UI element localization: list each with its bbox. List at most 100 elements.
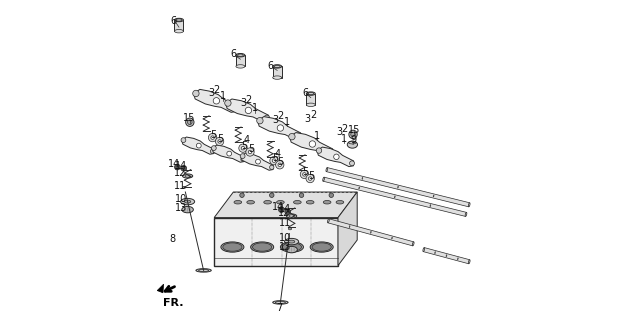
Circle shape [186, 118, 194, 126]
Ellipse shape [336, 200, 344, 204]
Text: 9: 9 [350, 135, 356, 145]
Text: 5: 5 [308, 171, 315, 181]
Ellipse shape [293, 200, 301, 204]
Text: 6: 6 [268, 60, 274, 71]
Text: 15: 15 [347, 124, 360, 135]
Polygon shape [423, 248, 470, 264]
Circle shape [256, 159, 261, 164]
Circle shape [211, 136, 214, 139]
Ellipse shape [273, 76, 282, 79]
Text: 7: 7 [277, 303, 283, 313]
Circle shape [239, 144, 247, 152]
Circle shape [245, 107, 252, 114]
Ellipse shape [323, 177, 325, 181]
Circle shape [269, 193, 274, 197]
Bar [175, 20, 183, 31]
Ellipse shape [394, 196, 395, 198]
Text: 6: 6 [230, 49, 237, 60]
Ellipse shape [310, 242, 333, 252]
Ellipse shape [273, 301, 288, 304]
Circle shape [215, 137, 224, 146]
Text: 5: 5 [241, 140, 247, 151]
Ellipse shape [391, 237, 392, 239]
Text: 11: 11 [279, 218, 291, 228]
Ellipse shape [273, 65, 282, 68]
Circle shape [213, 98, 220, 104]
Circle shape [303, 173, 306, 176]
Text: 10: 10 [175, 194, 187, 204]
Ellipse shape [430, 204, 431, 207]
Text: 13: 13 [279, 242, 291, 252]
Polygon shape [157, 284, 164, 293]
Ellipse shape [468, 260, 470, 264]
Polygon shape [214, 218, 338, 266]
Circle shape [240, 193, 244, 197]
Text: 3: 3 [304, 114, 310, 124]
Ellipse shape [435, 252, 436, 254]
Ellipse shape [234, 200, 242, 204]
Polygon shape [193, 89, 237, 112]
Ellipse shape [251, 242, 274, 252]
Text: 3: 3 [208, 88, 215, 98]
Polygon shape [181, 137, 214, 154]
Ellipse shape [185, 200, 191, 203]
Polygon shape [214, 192, 357, 218]
Circle shape [188, 120, 192, 124]
Ellipse shape [283, 243, 301, 251]
Ellipse shape [347, 141, 357, 148]
Circle shape [248, 150, 252, 154]
Ellipse shape [252, 243, 272, 251]
Circle shape [306, 174, 315, 183]
Circle shape [277, 125, 284, 131]
Ellipse shape [457, 258, 458, 260]
Ellipse shape [183, 174, 193, 178]
Text: 2: 2 [310, 110, 316, 120]
Ellipse shape [291, 247, 292, 252]
Circle shape [270, 156, 278, 165]
Text: 8: 8 [170, 234, 176, 244]
Ellipse shape [190, 207, 191, 212]
Circle shape [308, 177, 312, 180]
Ellipse shape [413, 242, 414, 246]
Circle shape [257, 117, 263, 124]
Ellipse shape [247, 200, 254, 204]
Ellipse shape [312, 243, 332, 251]
Ellipse shape [196, 269, 211, 272]
Ellipse shape [223, 243, 242, 251]
Circle shape [181, 165, 187, 171]
Text: 6: 6 [302, 88, 308, 98]
Circle shape [276, 161, 284, 169]
Circle shape [317, 148, 322, 153]
Text: 2: 2 [341, 124, 347, 134]
Ellipse shape [433, 195, 434, 197]
Circle shape [300, 170, 308, 179]
Circle shape [246, 148, 254, 156]
Text: 5: 5 [278, 157, 284, 167]
Polygon shape [290, 132, 333, 156]
Circle shape [241, 157, 245, 162]
Circle shape [351, 132, 355, 137]
Ellipse shape [264, 200, 271, 204]
Circle shape [232, 106, 237, 111]
Circle shape [241, 147, 245, 150]
Ellipse shape [236, 53, 245, 57]
Ellipse shape [280, 242, 303, 252]
Ellipse shape [362, 177, 363, 180]
Circle shape [350, 161, 354, 166]
Text: 15: 15 [183, 113, 195, 124]
Ellipse shape [276, 200, 284, 204]
Text: 1: 1 [314, 131, 320, 141]
Text: 4: 4 [243, 135, 249, 145]
Text: 1: 1 [220, 91, 226, 101]
Circle shape [212, 146, 216, 150]
Text: 13: 13 [175, 203, 187, 213]
Polygon shape [317, 147, 354, 167]
Bar [236, 55, 245, 67]
Ellipse shape [183, 186, 186, 188]
Ellipse shape [359, 187, 360, 189]
Text: 5: 5 [272, 153, 278, 163]
Text: 4: 4 [275, 149, 281, 159]
Bar [306, 93, 315, 105]
Text: 3: 3 [336, 127, 342, 137]
Ellipse shape [286, 246, 298, 253]
